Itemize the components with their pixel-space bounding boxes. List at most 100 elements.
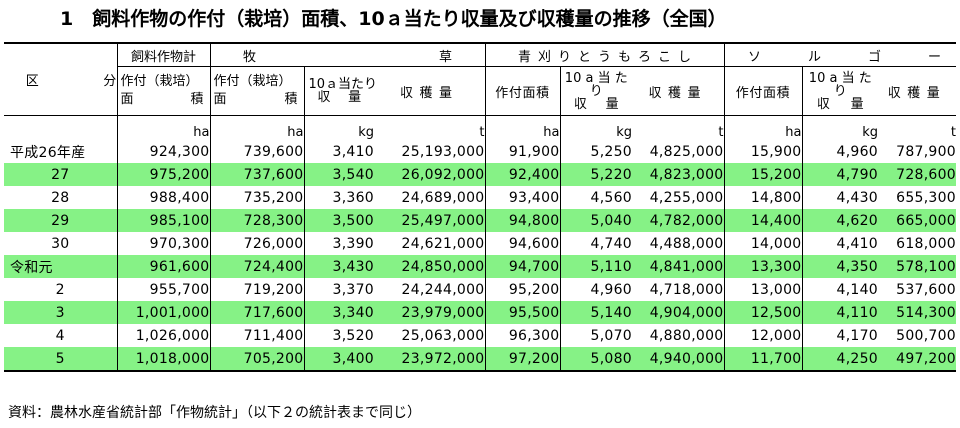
- unit-cell: ha: [209, 115, 304, 140]
- sorgo-yield-header: 10 a 当 た り 収量: [801, 66, 878, 116]
- table-row: 29 985,100 728,300 3,500 25,497,000 94,800 5,0…: [4, 209, 956, 232]
- value-cell: 4,410: [801, 232, 878, 255]
- value-cell: 15,200: [723, 163, 802, 186]
- value-cell: 5,220: [559, 163, 632, 186]
- unit-cell: ha: [723, 115, 802, 140]
- value-cell: 4,620: [801, 209, 878, 232]
- aogari-area-header: 作付面積: [484, 66, 560, 116]
- row-label: 30: [51, 235, 70, 252]
- value-cell: 4,841,000: [632, 255, 724, 278]
- value-cell: 726,000: [209, 232, 304, 255]
- sorgo-harvest-header: 収穫量: [878, 66, 956, 116]
- value-cell: 4,940,000: [632, 347, 724, 372]
- table-row: 28 988,400 735,200 3,360 24,689,000 93,400 4,5…: [4, 186, 956, 209]
- value-cell: 3,400: [303, 347, 374, 372]
- kubun-header: 区分: [4, 44, 117, 116]
- value-cell: 735,200: [209, 186, 304, 209]
- value-cell: 24,850,000: [374, 255, 485, 278]
- table-title: 1 飼料作物の作付（栽培）面積、10ａ当たり収量及び収穫量の推移（全国）: [60, 8, 727, 30]
- table-row: 27 975,200 737,600 3,540 26,092,000 92,400 5,2…: [4, 163, 956, 186]
- table-row: 5 1,018,000 705,200 3,400 23,972,000 97,200 5,…: [4, 347, 956, 372]
- row-label: 29: [4, 209, 117, 232]
- table-row: 平成26年産 924,300 739,600 3,410 25,193,000 91,90…: [4, 140, 956, 163]
- value-cell: 719,200: [209, 278, 304, 301]
- value-cell: 13,000: [723, 278, 802, 301]
- value-cell: 4,430: [801, 186, 878, 209]
- value-cell: 14,000: [723, 232, 802, 255]
- value-cell: 724,400: [209, 255, 304, 278]
- value-cell: 975,200: [116, 163, 210, 186]
- value-cell: 961,600: [116, 255, 210, 278]
- value-cell: 25,497,000: [374, 209, 485, 232]
- value-cell: 955,700: [116, 278, 210, 301]
- bokuso-harvest-header: 収穫量: [374, 66, 485, 116]
- value-cell: 97,200: [484, 347, 560, 372]
- value-cell: 4,250: [801, 347, 878, 372]
- value-cell: 4,782,000: [632, 209, 724, 232]
- value-cell: 665,000: [878, 209, 956, 232]
- header-row-columns: 作付（栽培） 面積 作付（栽培） 面積 10ａ当たり 収量 収穫量 作付面積 1…: [4, 66, 956, 116]
- value-cell: 739,600: [209, 140, 304, 163]
- value-cell: 924,300: [116, 140, 210, 163]
- table-row: 30 970,300 726,000 3,390 24,621,000 94,600 4,7…: [4, 232, 956, 255]
- row-label: 5: [4, 347, 117, 372]
- value-cell: 23,979,000: [374, 301, 485, 324]
- source-note: 資料：農林水産省統計部「作物統計」（以下２の統計表まで同じ）: [8, 405, 421, 421]
- value-cell: 4,740: [559, 232, 632, 255]
- value-cell: 12,500: [723, 301, 802, 324]
- value-cell: 14,800: [723, 186, 802, 209]
- aogari-yield-header: 10 a 当 た り 収量: [559, 66, 632, 116]
- value-cell: 24,244,000: [401, 281, 485, 298]
- unit-cell: ha: [484, 115, 560, 140]
- value-cell: 94,600: [484, 232, 560, 255]
- value-cell: 537,600: [896, 281, 956, 298]
- value-cell: 1,018,000: [116, 347, 210, 372]
- bokuso-group-header: 牧草: [209, 44, 485, 67]
- value-cell: 578,100: [878, 255, 956, 278]
- value-cell: 500,700: [896, 327, 956, 344]
- value-cell: 711,400: [209, 324, 304, 347]
- value-cell: 4,825,000: [649, 143, 724, 160]
- unit-cell: t: [950, 125, 956, 140]
- aogari-harvest-header: 収穫量: [632, 66, 724, 116]
- value-cell: 497,200: [878, 347, 956, 372]
- value-cell: 514,300: [878, 301, 956, 324]
- value-cell: 4,110: [801, 301, 878, 324]
- value-cell: 705,200: [209, 347, 304, 372]
- value-cell: 92,400: [484, 163, 560, 186]
- unit-cell: kg: [303, 115, 374, 140]
- value-cell: 13,300: [723, 255, 802, 278]
- table-row: 令和元 961,600 724,400 3,430 24,850,000 94,700 5,…: [4, 255, 956, 278]
- total-area-header: 作付（栽培） 面積: [116, 66, 210, 116]
- aogari-group-header: 青刈りとうもろこし: [484, 44, 724, 67]
- value-cell: 737,600: [209, 163, 304, 186]
- bokuso-yield-header: 10ａ当たり 収量: [303, 66, 377, 116]
- value-cell: 3,540: [303, 163, 374, 186]
- value-cell: 4,350: [801, 255, 878, 278]
- value-cell: 4,904,000: [632, 301, 724, 324]
- sorgo-group-header: ソルゴー: [723, 44, 956, 67]
- value-cell: 3,340: [303, 301, 374, 324]
- value-cell: 5,110: [559, 255, 632, 278]
- row-label: 3: [4, 301, 117, 324]
- value-cell: 618,000: [896, 235, 956, 252]
- value-cell: 24,689,000: [401, 189, 485, 206]
- value-cell: 728,600: [878, 163, 956, 186]
- value-cell: 787,900: [896, 143, 956, 160]
- statistics-table: 区分 飼料作物計 牧草 青刈りとうもろこし ソルゴー 作付（栽培） 面積 作付（…: [4, 42, 956, 372]
- value-cell: 4,790: [801, 163, 878, 186]
- value-cell: 94,700: [484, 255, 560, 278]
- value-cell: 3,370: [303, 278, 374, 301]
- value-cell: 11,700: [723, 347, 802, 372]
- unit-cell: t: [718, 125, 724, 140]
- value-cell: 24,621,000: [401, 235, 485, 252]
- value-cell: 95,200: [484, 278, 560, 301]
- row-label: 平成26年産: [10, 144, 86, 161]
- value-cell: 14,400: [723, 209, 802, 232]
- unit-cell: ha: [116, 115, 210, 140]
- value-cell: 728,300: [209, 209, 304, 232]
- value-cell: 95,500: [484, 301, 560, 324]
- header-row-groups: 区分 飼料作物計 牧草 青刈りとうもろこし ソルゴー: [4, 44, 956, 116]
- unit-cell: kg: [801, 115, 878, 140]
- value-cell: 5,080: [559, 347, 632, 372]
